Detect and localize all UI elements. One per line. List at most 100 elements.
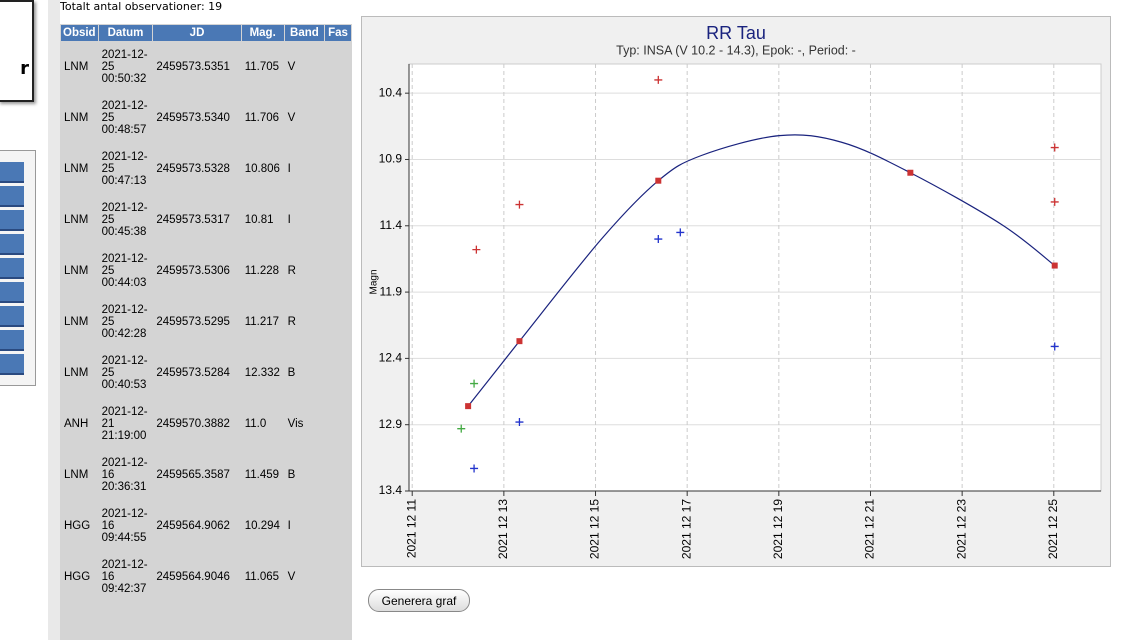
point [1050,143,1059,152]
side-button[interactable] [0,354,24,375]
table-cell: V [287,571,296,583]
table-cell: V [287,61,296,73]
table-cell [325,246,351,296]
obs-table: Obsid Datum JD Mag. Band Fas LNM 2021-12-25 00:… [60,24,352,603]
table-cell: 2021-12-25 00:42:28 [101,304,148,340]
y-axis-label: Magn [369,269,380,294]
table-cell: 2459573.5340 [156,112,230,124]
table-row: LNM 2021-12-25 00:50:32 2459573.5351 11.705… [61,42,351,92]
point [1050,197,1059,206]
table-cell [325,297,351,347]
table-cell: 11.705 [244,61,280,73]
table-row: ANH 2021-12-21 21:19:00 2459570.3882 11.0 Vi… [61,399,351,449]
table-cell [325,552,351,602]
side-button[interactable] [0,282,24,303]
left-box: r [0,0,34,102]
table-cell: 2459570.3882 [156,418,230,430]
table-row: LNM 2021-12-25 00:48:57 2459573.5340 11.706… [61,93,351,143]
table-cell: LNM [64,316,89,328]
table-cell: LNM [64,214,89,226]
side-button[interactable] [0,210,24,231]
table-cell: LNM [64,163,89,175]
side-button[interactable] [0,162,24,183]
y-tick-label: 12.4 [379,351,403,365]
table-cell [325,399,351,449]
table-cell: 2459573.5317 [156,214,230,226]
side-button[interactable] [0,186,24,207]
table-cell: R [287,265,296,277]
table-cell: 11.0 [244,418,267,430]
point [1051,262,1058,269]
table-cell: R [287,316,296,328]
table-panel: Obsid Datum JD Mag. Band Fas LNM 2021-12-25 00:… [60,24,352,640]
generate-button[interactable]: Generera graf [368,589,470,612]
table-cell: 2021-12-25 00:50:32 [101,49,148,85]
table-cell: 11.217 [244,316,280,328]
side-button[interactable] [0,330,24,351]
table-cell: LNM [64,469,89,481]
table-cell: ANH [64,418,89,430]
table-cell: 2459573.5284 [156,367,230,379]
table-row: LNM 2021-12-25 00:47:13 2459573.5328 10.806… [61,144,351,194]
column-header: Obsid [61,25,98,41]
table-cell: 2021-12-25 00:45:38 [101,202,148,238]
table-cell: 2459565.3587 [156,469,230,481]
point [516,338,523,345]
table-cell: 2021-12-25 00:47:13 [101,151,148,187]
y-tick-label: 11.4 [380,218,403,232]
table-cell: 2021-12-25 00:48:57 [101,100,148,136]
y-tick-label: 10.4 [379,85,403,99]
table-cell: 2459573.5295 [156,316,230,328]
table-row: LNM 2021-12-25 00:42:28 2459573.5295 11.217… [61,297,351,347]
table-cell: LNM [64,265,89,277]
strip [48,0,60,640]
table-cell: 2021-12-16 20:36:31 [101,457,148,493]
table-cell: LNM [64,367,89,379]
left-fragment: r [20,58,29,79]
side-panel [0,150,36,386]
table-cell [325,144,351,194]
point [472,245,481,254]
table-cell [325,195,351,245]
table-cell: 2021-12-16 09:44:55 [101,508,148,544]
x-tick-label: 2021 12 11 [404,499,418,558]
chart-subtitle: Typ: INSA (V 10.2 - 14.3), Epok: -, Peri… [616,43,856,57]
point [515,418,524,427]
side-button[interactable] [0,258,24,279]
point [470,464,479,473]
point [515,200,524,209]
table-cell: 2021-12-25 00:40:53 [101,355,148,391]
table-cell: 11.459 [244,469,280,481]
fit-curve [467,134,1056,407]
table-row: LNM 2021-12-25 00:45:38 2459573.5317 10.81 I [61,195,351,245]
y-tick-label: 11.9 [380,284,403,298]
chart-title: RR Tau [706,23,766,43]
table-cell: I [287,163,291,175]
side-button[interactable] [0,306,24,327]
table-cell: 11.706 [244,112,280,124]
column-header: Datum [98,25,153,41]
point [655,177,662,184]
x-tick-label: 2021 12 13 [496,499,510,559]
table-cell: V [287,112,296,124]
table-cell: I [287,214,291,226]
side-button[interactable] [0,234,24,255]
table-cell: HGG [64,520,91,532]
point [654,75,663,84]
point [470,379,479,388]
table-cell: B [287,367,296,379]
table-cell: 10.294 [244,520,280,532]
x-tick-label: 2021 12 17 [679,499,693,559]
x-tick-label: 2021 12 19 [771,499,785,559]
x-tick-label: 2021 12 21 [863,499,877,559]
table-cell: 10.806 [244,163,280,175]
point [465,403,472,410]
x-tick-label: 2021 12 23 [954,499,968,559]
table-cell [325,450,351,500]
table-cell: 11.228 [244,265,280,277]
table-cell: LNM [64,61,89,73]
table-cell: 2459564.9046 [156,571,230,583]
table-row: LNM 2021-12-16 20:36:31 2459565.3587 11.459… [61,450,351,500]
table-row: HGG 2021-12-16 09:42:37 2459564.9046 11.065… [61,552,351,602]
